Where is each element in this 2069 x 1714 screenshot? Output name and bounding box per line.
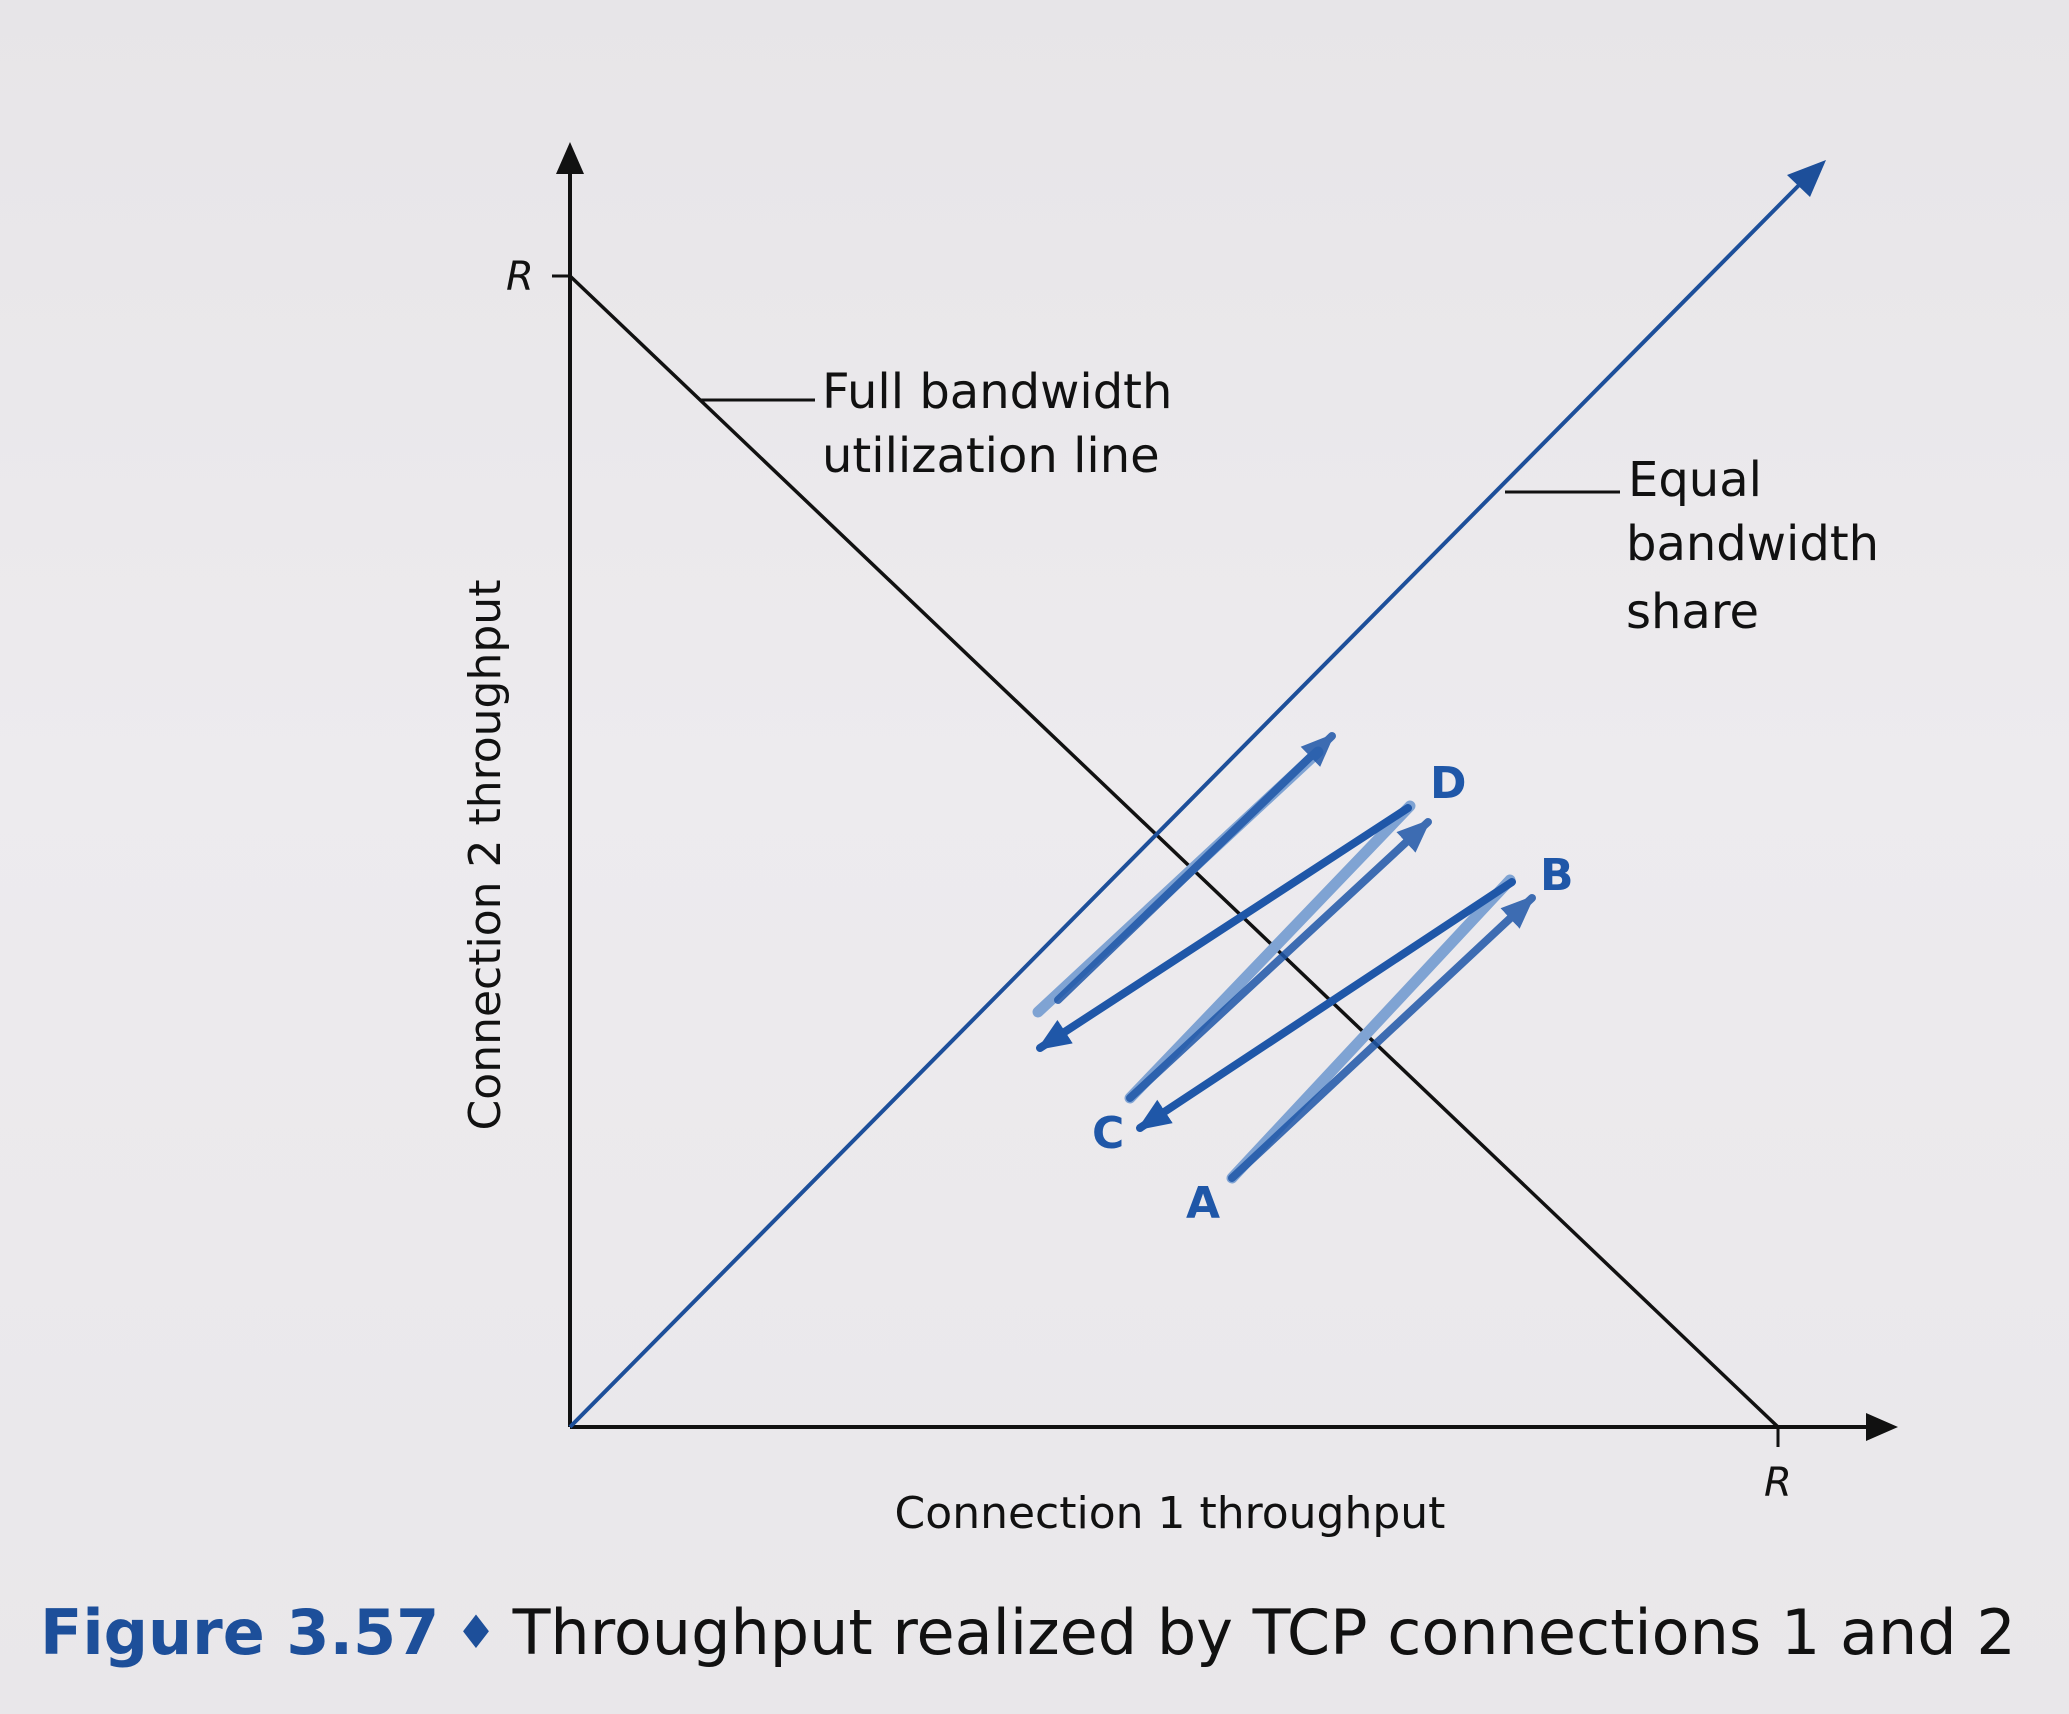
y-axis-tick-label: R [506,254,534,300]
x-axis-tick-label: R [1764,1460,1792,1506]
x-axis-title: Connection 1 throughput [895,1488,1446,1539]
point-d-label: D [1430,758,1467,809]
diamond-separator-icon: ♦ [455,1605,497,1659]
arrow-next-increase [1054,732,1336,1004]
path-a-to-b [1226,874,1516,1184]
point-a-label: A [1186,1178,1220,1229]
equal-bandwidth-share-line [568,174,1810,1429]
full-bandwidth-label-line1: Full bandwidth [822,364,1172,420]
caption-text: Throughput realized by TCP connections 1… [512,1596,2016,1669]
figure-caption: Figure 3.57 ♦ Throughput realized by TCP c… [40,1596,2016,1669]
equal-bandwidth-arrow-icon [1787,160,1826,197]
equal-bandwidth-label-line3: share [1626,584,1759,640]
point-c-label: C [1092,1108,1124,1159]
arrow-c-to-d [1126,818,1432,1102]
point-b-label: B [1540,850,1574,901]
arrow-a-to-b [1228,894,1536,1182]
figure-number: Figure 3.57 [40,1596,440,1669]
y-axis-title: Connection 2 throughput [460,580,511,1131]
arrow-b-to-c [1136,878,1516,1132]
full-bandwidth-label-line2: utilization line [822,428,1160,484]
full-bandwidth-utilization-line [568,274,1780,1429]
equal-bandwidth-label-line1: Equal [1628,452,1762,508]
x-axis-arrow-icon [1866,1413,1898,1441]
arrow-d-halving [1036,804,1412,1052]
equal-bandwidth-label-line2: bandwidth [1626,516,1879,572]
y-axis-arrow-icon [556,142,584,174]
